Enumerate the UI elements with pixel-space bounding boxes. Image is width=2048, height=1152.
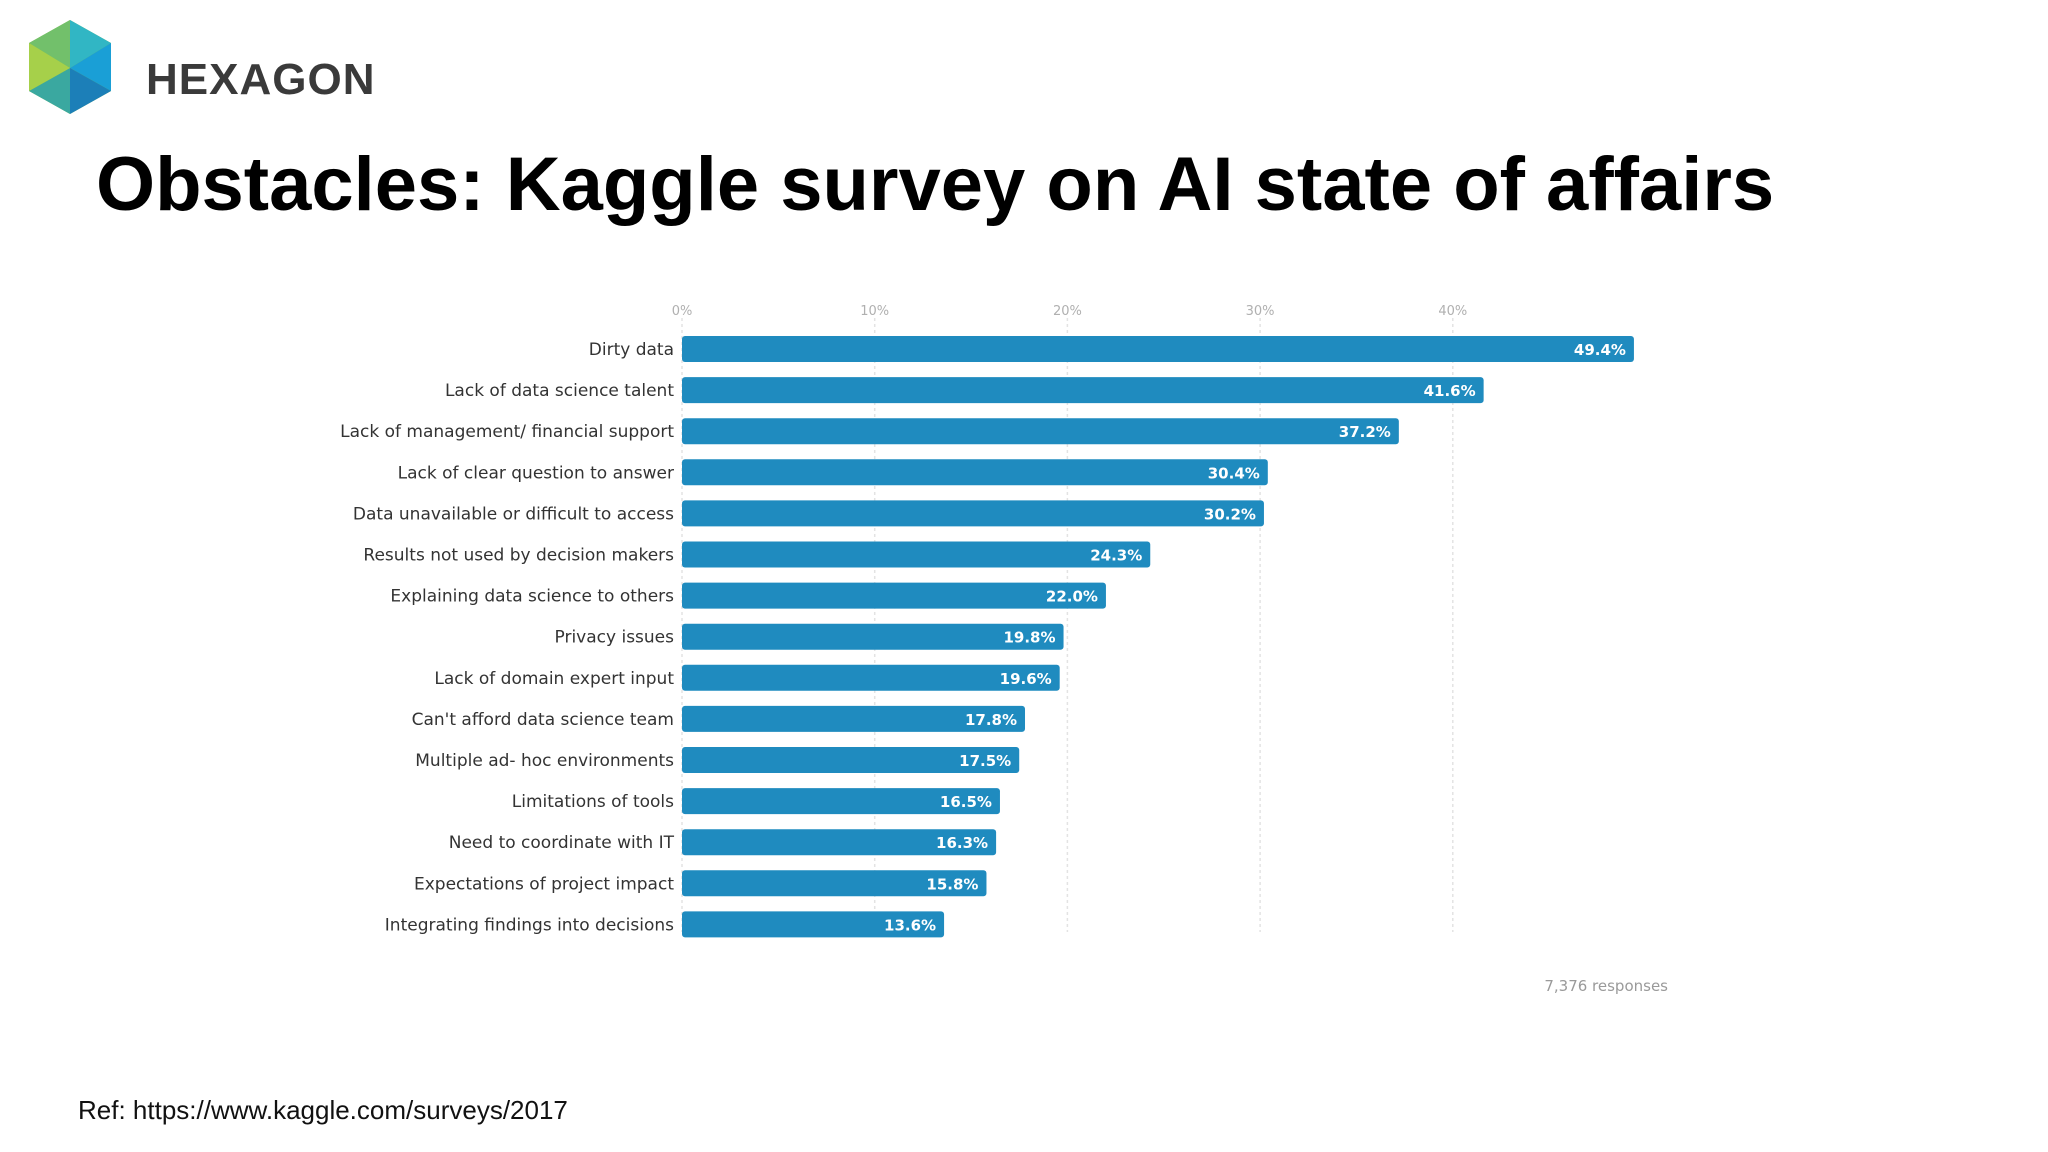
- category-label: Expectations of project impact: [414, 874, 674, 894]
- bar-value-label: 37.2%: [1339, 423, 1391, 441]
- category-label: Multiple ad- hoc environments: [415, 751, 674, 771]
- bar: [682, 664, 1060, 691]
- page-title: Obstacles: Kaggle survey on AI state of …: [96, 142, 1775, 227]
- hexagon-logo: HEXAGON: [20, 18, 374, 118]
- bar: [682, 829, 997, 856]
- category-label: Need to coordinate with IT: [449, 833, 675, 853]
- bar: [682, 911, 945, 938]
- bar-value-label: 24.3%: [1090, 547, 1142, 565]
- bar-value-label: 30.4%: [1208, 464, 1260, 482]
- x-tick-label: 10%: [860, 304, 889, 319]
- bar-value-label: 17.8%: [965, 711, 1017, 729]
- category-label: Can't afford data science team: [412, 710, 674, 730]
- bar: [682, 541, 1151, 568]
- bar: [682, 459, 1268, 486]
- category-label: Lack of domain expert input: [434, 669, 674, 689]
- category-label: Dirty data: [589, 340, 674, 360]
- bar-value-label: 19.8%: [1003, 629, 1055, 647]
- x-tick-label: 20%: [1053, 304, 1082, 319]
- bar-value-label: 16.5%: [940, 793, 992, 811]
- bar-value-label: 17.5%: [959, 752, 1011, 770]
- bar-value-label: 19.6%: [1000, 670, 1052, 688]
- bar-value-label: 49.4%: [1574, 341, 1626, 359]
- x-tick-label: 0%: [672, 304, 693, 319]
- bar: [682, 788, 1000, 815]
- category-label: Lack of clear question to answer: [398, 463, 674, 483]
- category-label: Results not used by decision makers: [363, 546, 674, 566]
- bar: [682, 377, 1484, 404]
- bar: [682, 336, 1634, 362]
- x-tick-label: 40%: [1438, 304, 1467, 319]
- bar: [682, 870, 987, 897]
- bar-value-label: 41.6%: [1424, 382, 1476, 400]
- bar: [682, 747, 1020, 773]
- bar-value-label: 13.6%: [884, 916, 936, 934]
- responses-footnote: 7,376 responses: [1544, 977, 1668, 995]
- category-label: Privacy issues: [555, 628, 675, 648]
- bar: [682, 705, 1026, 732]
- bar: [682, 500, 1264, 527]
- category-label: Limitations of tools: [512, 792, 674, 812]
- logo-text: HEXAGON: [146, 55, 376, 104]
- category-label: Explaining data science to others: [390, 587, 674, 607]
- bar: [682, 582, 1106, 609]
- category-label: Integrating findings into decisions: [385, 915, 674, 935]
- category-label: Lack of management/ financial support: [340, 422, 674, 442]
- category-label: Data unavailable or difficult to access: [353, 504, 674, 524]
- bar-value-label: 15.8%: [926, 875, 978, 893]
- bar-value-label: 22.0%: [1046, 588, 1098, 606]
- bar-value-label: 16.3%: [936, 834, 988, 852]
- reference-text: Ref: https://www.kaggle.com/surveys/2017: [78, 1095, 568, 1125]
- bar-value-label: 30.2%: [1204, 505, 1256, 523]
- bar: [682, 418, 1399, 445]
- x-tick-label: 30%: [1246, 304, 1275, 319]
- category-label: Lack of data science talent: [445, 381, 674, 401]
- hexagon-logo-icon: [29, 20, 111, 114]
- bar: [682, 623, 1064, 650]
